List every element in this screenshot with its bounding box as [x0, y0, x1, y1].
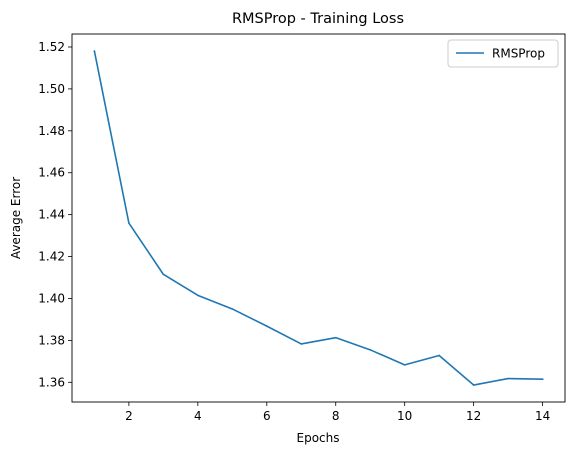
- data-point: [472, 384, 475, 386]
- data-point: [334, 336, 337, 339]
- x-tick-label: 8: [332, 409, 340, 423]
- data-point: [162, 273, 165, 276]
- y-tick-label: 1.50: [38, 82, 65, 96]
- y-tick-label: 1.52: [38, 40, 65, 54]
- plot-frame: [71, 33, 566, 403]
- y-tick-label: 1.38: [38, 333, 65, 347]
- data-point: [507, 377, 509, 380]
- series-line: [93, 50, 544, 386]
- y-tick-label: 1.44: [38, 208, 65, 222]
- legend-label: RMSProp: [492, 47, 545, 61]
- x-tick-label: 2: [125, 409, 133, 423]
- chart-title: RMSProp - Training Loss: [232, 11, 404, 27]
- legend-box: [447, 39, 559, 68]
- y-tick-label: 1.42: [38, 250, 65, 264]
- x-tick-label: 10: [397, 409, 412, 423]
- data-point: [438, 354, 440, 357]
- data-point: [265, 325, 268, 327]
- legend: RMSProp: [447, 39, 559, 68]
- y-tick-label: 1.48: [38, 124, 65, 138]
- data-point: [541, 378, 544, 380]
- x-tick-label: 14: [535, 409, 550, 423]
- data-point: [93, 50, 96, 52]
- data-point: [403, 364, 406, 366]
- y-tick-label: 1.36: [38, 375, 65, 389]
- data-point: [128, 222, 130, 224]
- y-tick-label: 1.40: [38, 291, 65, 305]
- data-point: [231, 308, 234, 310]
- x-axis-label: Epochs: [297, 431, 340, 445]
- x-tick-label: 12: [466, 409, 481, 423]
- data-point: [197, 294, 199, 297]
- x-tick-label: 4: [194, 409, 202, 423]
- data-point: [369, 349, 372, 351]
- plot-area: 2 4 6 8 10 12 14 1.36 1.38 1.40 1.42 1.44 1.46 1.48 1.…: [38, 40, 550, 423]
- y-axis-label: Average Error: [9, 177, 23, 259]
- y-tick-label: 1.46: [38, 166, 65, 180]
- data-point: [300, 343, 303, 345]
- x-tick-label: 6: [263, 409, 271, 423]
